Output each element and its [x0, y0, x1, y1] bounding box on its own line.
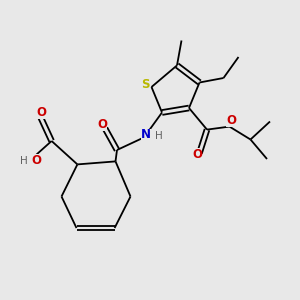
Text: O: O [97, 118, 107, 131]
Text: S: S [141, 77, 149, 91]
Text: O: O [192, 148, 202, 161]
Text: O: O [36, 106, 46, 119]
Text: O: O [226, 113, 236, 127]
Text: O: O [31, 154, 41, 167]
Text: N: N [140, 128, 151, 142]
Text: H: H [154, 131, 162, 141]
Text: H: H [20, 155, 28, 166]
